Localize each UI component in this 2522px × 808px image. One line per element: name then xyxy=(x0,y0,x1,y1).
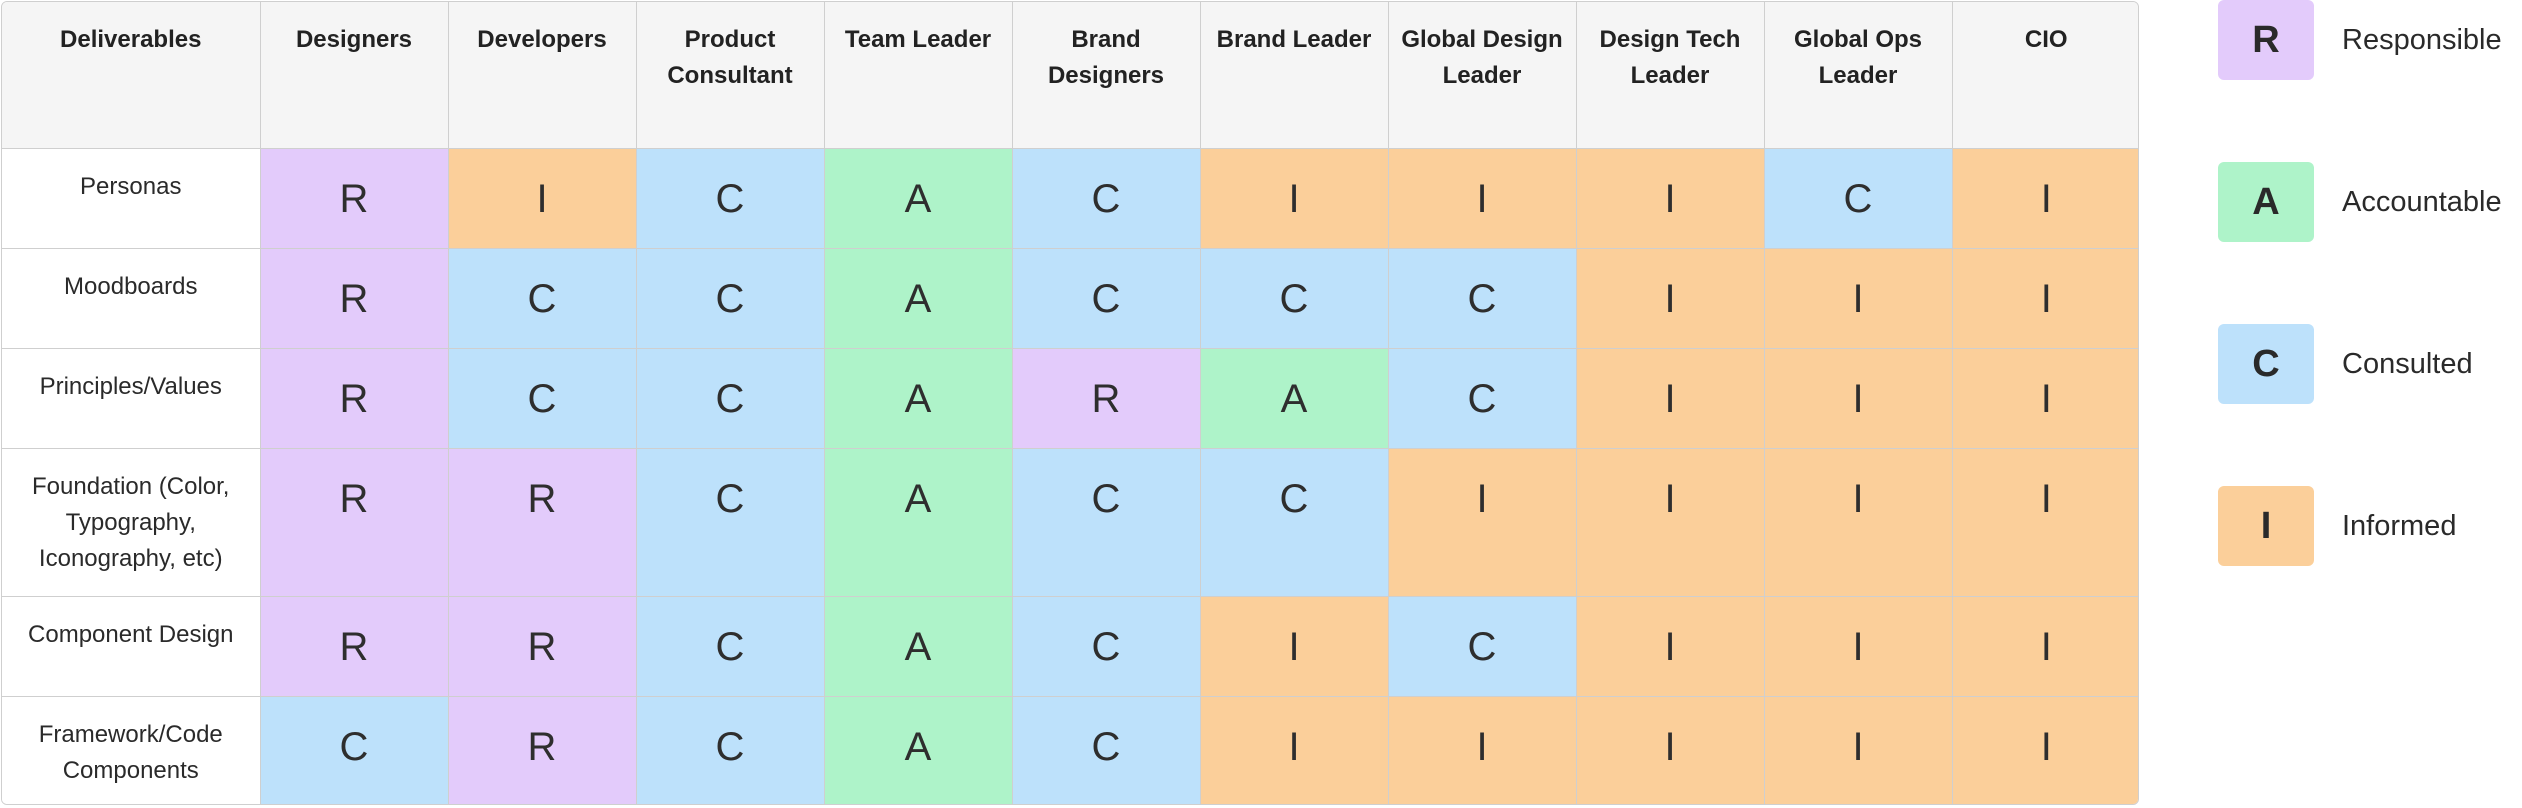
legend-item-consulted: C Consulted xyxy=(2218,324,2518,404)
raci-matrix: Deliverables Designers Developers Produc… xyxy=(1,1,2139,805)
legend-item-informed: I Informed xyxy=(2218,486,2518,566)
raci-cell: C xyxy=(1763,147,1953,249)
raci-cell: R xyxy=(447,447,637,597)
raci-cell: R xyxy=(259,595,449,697)
raci-cell: I xyxy=(1575,347,1765,449)
raci-cell: A xyxy=(823,695,1013,804)
raci-cell: I xyxy=(1951,695,2138,804)
raci-cell: C xyxy=(1199,447,1389,597)
raci-cell: C xyxy=(635,247,825,349)
raci-cell: I xyxy=(1575,147,1765,249)
raci-cell: I xyxy=(1575,447,1765,597)
raci-cell: A xyxy=(823,247,1013,349)
table-row: Principles/Values R C C A R A C I I I xyxy=(2,347,2138,449)
raci-cell: I xyxy=(1951,595,2138,697)
raci-cell: I xyxy=(1951,147,2138,249)
column-header-deliverables: Deliverables xyxy=(2,2,261,149)
raci-cell: C xyxy=(635,347,825,449)
legend-label-accountable: Accountable xyxy=(2342,186,2502,218)
legend-badge-responsible: R xyxy=(2218,0,2314,80)
column-header-designers: Designers xyxy=(259,2,449,149)
raci-cell: I xyxy=(1387,147,1577,249)
raci-cell: I xyxy=(447,147,637,249)
column-header-design-tech-leader: Design Tech Leader xyxy=(1575,2,1765,149)
raci-cell: C xyxy=(635,595,825,697)
row-label: Component Design xyxy=(2,595,261,697)
raci-cell: I xyxy=(1763,347,1953,449)
raci-cell: C xyxy=(447,347,637,449)
table-row: Personas R I C A C I I I C I xyxy=(2,147,2138,249)
raci-cell: I xyxy=(1575,247,1765,349)
table-row: Component Design R R C A C I C I I I xyxy=(2,595,2138,697)
raci-cell: C xyxy=(1011,147,1201,249)
legend-item-accountable: A Accountable xyxy=(2218,162,2518,242)
raci-cell: A xyxy=(1199,347,1389,449)
raci-cell: C xyxy=(1011,247,1201,349)
raci-cell: R xyxy=(447,695,637,804)
raci-cell: I xyxy=(1575,695,1765,804)
raci-cell: R xyxy=(259,247,449,349)
raci-cell: R xyxy=(447,595,637,697)
legend-item-responsible: R Responsible xyxy=(2218,0,2518,80)
table-row: Moodboards R C C A C C C I I I xyxy=(2,247,2138,349)
legend-label-responsible: Responsible xyxy=(2342,24,2502,56)
column-header-brand-designers: Brand Designers xyxy=(1011,2,1201,149)
raci-cell: I xyxy=(1763,247,1953,349)
raci-cell: I xyxy=(1763,595,1953,697)
raci-cell: I xyxy=(1199,147,1389,249)
raci-cell: C xyxy=(635,147,825,249)
raci-cell: C xyxy=(1387,595,1577,697)
raci-cell: I xyxy=(1575,595,1765,697)
raci-cell: A xyxy=(823,147,1013,249)
column-header-team-leader: Team Leader xyxy=(823,2,1013,149)
raci-cell: A xyxy=(823,347,1013,449)
raci-cell: I xyxy=(1387,447,1577,597)
row-label: Personas xyxy=(2,147,261,249)
column-header-product-consultant: Product Consultant xyxy=(635,2,825,149)
table-row: Framework/Code Components C R C A C I I I I I xyxy=(2,695,2138,804)
raci-cell: C xyxy=(1387,347,1577,449)
raci-cell: C xyxy=(1011,695,1201,804)
raci-cell: I xyxy=(1763,695,1953,804)
raci-cell: C xyxy=(447,247,637,349)
raci-cell: I xyxy=(1387,695,1577,804)
raci-cell: R xyxy=(259,147,449,249)
table-row: Foundation (Color, Typography, Iconograp… xyxy=(2,447,2138,597)
row-label: Moodboards xyxy=(2,247,261,349)
raci-cell: C xyxy=(635,447,825,597)
legend-label-informed: Informed xyxy=(2342,510,2457,542)
raci-cell: I xyxy=(1951,447,2138,597)
raci-cell: I xyxy=(1763,447,1953,597)
raci-cell: C xyxy=(259,695,449,804)
raci-cell: A xyxy=(823,447,1013,597)
raci-cell: C xyxy=(1011,595,1201,697)
legend-badge-accountable: A xyxy=(2218,162,2314,242)
raci-cell: R xyxy=(1011,347,1201,449)
column-header-global-ops-leader: Global Ops Leader xyxy=(1763,2,1953,149)
legend-badge-informed: I xyxy=(2218,486,2314,566)
column-header-developers: Developers xyxy=(447,2,637,149)
raci-cell: C xyxy=(1387,247,1577,349)
legend-label-consulted: Consulted xyxy=(2342,348,2473,380)
raci-cell: I xyxy=(1951,347,2138,449)
row-label: Framework/Code Components xyxy=(2,695,261,804)
column-header-brand-leader: Brand Leader xyxy=(1199,2,1389,149)
raci-cell: I xyxy=(1199,595,1389,697)
header-row: Deliverables Designers Developers Produc… xyxy=(2,2,2138,149)
raci-table: Deliverables Designers Developers Produc… xyxy=(2,2,2138,804)
raci-cell: I xyxy=(1951,247,2138,349)
column-header-global-design-leader: Global Design Leader xyxy=(1387,2,1577,149)
row-label: Principles/Values xyxy=(2,347,261,449)
raci-cell: R xyxy=(259,347,449,449)
legend-badge-consulted: C xyxy=(2218,324,2314,404)
raci-cell: A xyxy=(823,595,1013,697)
raci-cell: C xyxy=(1011,447,1201,597)
raci-cell: I xyxy=(1199,695,1389,804)
raci-cell: C xyxy=(1199,247,1389,349)
raci-cell: C xyxy=(635,695,825,804)
column-header-cio: CIO xyxy=(1951,2,2138,149)
row-label: Foundation (Color, Typography, Iconograp… xyxy=(2,447,261,597)
raci-cell: R xyxy=(259,447,449,597)
